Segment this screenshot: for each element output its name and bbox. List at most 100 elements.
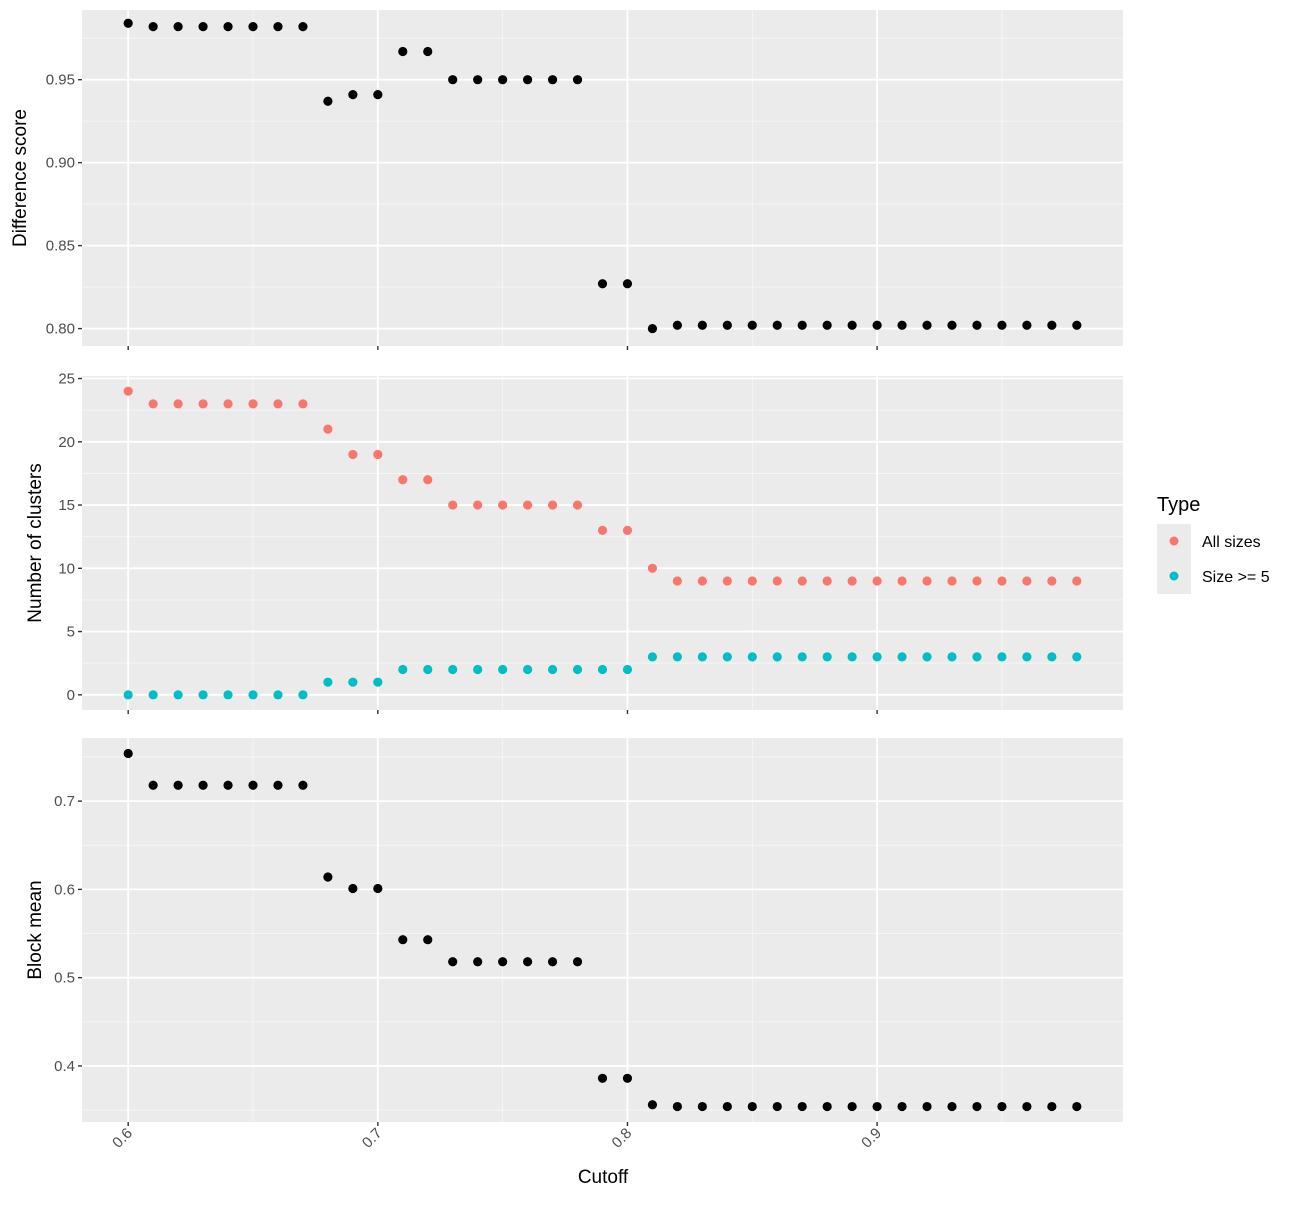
data-point	[672, 652, 682, 662]
y-tick-label: 0.6	[54, 881, 75, 898]
data-point	[547, 75, 558, 85]
data-point	[423, 664, 433, 675]
y-tick-label: 10	[58, 560, 75, 577]
data-point	[198, 780, 208, 790]
data-point	[323, 677, 333, 687]
x-tick-label: 0.9	[858, 1125, 885, 1152]
data-point	[373, 90, 383, 100]
data-point	[547, 664, 558, 675]
data-point	[622, 525, 633, 535]
data-point	[647, 323, 658, 334]
data-point	[822, 1101, 832, 1112]
data-point	[572, 75, 583, 85]
data-point	[947, 320, 957, 330]
data-point	[223, 21, 233, 32]
data-point	[597, 525, 608, 535]
data-point	[398, 46, 408, 57]
data-point	[697, 320, 707, 330]
data-point	[123, 748, 133, 759]
data-point	[747, 320, 757, 330]
data-point	[498, 664, 508, 675]
data-point	[722, 1101, 732, 1112]
data-point	[722, 576, 732, 586]
data-point	[772, 652, 782, 662]
data-point	[173, 780, 183, 790]
data-point	[622, 1073, 633, 1083]
data-point	[148, 21, 158, 32]
y-axis-title: Difference score	[10, 109, 31, 247]
data-point	[448, 500, 458, 510]
x-tick-label: 0.6	[109, 1125, 136, 1152]
x-tick-label: 0.7	[359, 1125, 386, 1152]
data-point	[198, 399, 208, 409]
data-point	[523, 500, 533, 510]
data-point	[248, 780, 258, 790]
data-point	[498, 957, 508, 967]
data-point	[672, 576, 682, 586]
y-tick-label: 25	[58, 371, 75, 388]
data-point	[173, 690, 183, 700]
data-point	[523, 957, 533, 967]
legend: Type All sizes Size >= 5	[1157, 494, 1270, 594]
data-point	[348, 449, 358, 460]
data-point	[722, 320, 732, 330]
data-point	[248, 21, 258, 32]
data-point	[473, 500, 483, 510]
data-point	[847, 1101, 857, 1112]
data-point	[198, 21, 208, 32]
y-tick-label: 0.80	[46, 321, 75, 338]
data-point	[498, 75, 508, 85]
y-tick-label: 0.95	[46, 72, 75, 89]
data-point	[148, 399, 158, 409]
x-axis-title: Cutoff	[578, 1167, 629, 1188]
panel-2: 0 5 10 15 20 25 Number of clusters	[25, 371, 1123, 714]
data-point	[647, 563, 658, 573]
data-point	[348, 883, 358, 894]
data-point	[423, 46, 433, 57]
data-point	[373, 883, 383, 894]
data-point	[572, 664, 583, 675]
data-point	[323, 872, 333, 882]
data-point	[922, 652, 932, 662]
data-point	[1022, 1101, 1032, 1112]
legend-keys-background	[1157, 524, 1191, 594]
data-point	[1047, 652, 1057, 662]
data-point	[173, 21, 183, 32]
panel-background	[82, 10, 1123, 346]
data-point	[1072, 1101, 1082, 1112]
data-point	[523, 664, 533, 675]
data-point	[897, 320, 907, 330]
data-point	[572, 500, 583, 510]
data-point	[597, 1073, 608, 1083]
data-point	[148, 780, 158, 790]
data-point	[972, 576, 982, 586]
data-point	[148, 690, 158, 700]
data-point	[348, 677, 358, 687]
panel-3: 0.4 0.5 0.6 0.7 Block mean 0.6 0.7 0.8 0.9	[25, 738, 1123, 1152]
data-point	[972, 320, 982, 330]
data-point	[398, 664, 408, 675]
data-point	[722, 652, 732, 662]
data-point	[572, 957, 583, 967]
data-point	[398, 935, 408, 945]
data-point	[373, 449, 383, 460]
data-point	[772, 320, 782, 330]
data-point	[947, 576, 957, 586]
data-point	[248, 399, 258, 409]
y-tick-label: 0	[67, 687, 75, 704]
legend-label-all-sizes: All sizes	[1202, 534, 1261, 551]
data-point	[697, 652, 707, 662]
data-point	[747, 576, 757, 586]
data-point	[797, 576, 807, 586]
data-point	[647, 1100, 658, 1110]
data-point	[323, 424, 333, 434]
data-point	[747, 1101, 757, 1112]
data-point	[1072, 320, 1082, 330]
data-point	[772, 1101, 782, 1112]
data-point	[123, 386, 133, 396]
data-point	[897, 1101, 907, 1112]
y-tick-label: 15	[58, 497, 75, 514]
data-point	[1047, 576, 1057, 586]
